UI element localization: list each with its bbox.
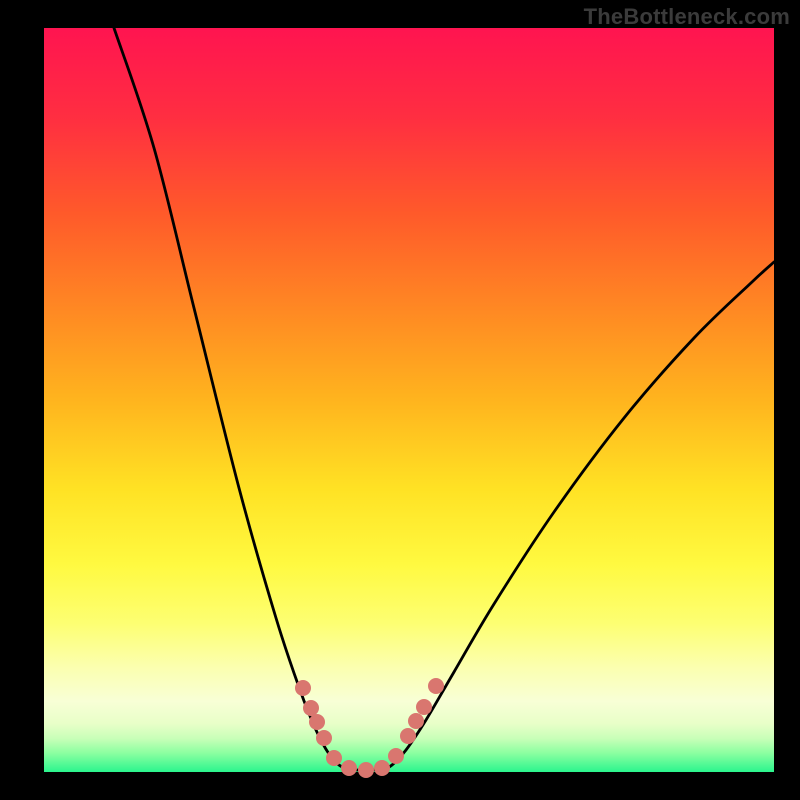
data-marker xyxy=(326,750,342,766)
data-marker xyxy=(428,678,444,694)
data-marker xyxy=(295,680,311,696)
bottleneck-chart xyxy=(0,0,800,800)
chart-container: TheBottleneck.com xyxy=(0,0,800,800)
data-marker xyxy=(309,714,325,730)
data-marker xyxy=(316,730,332,746)
data-marker xyxy=(408,713,424,729)
data-marker xyxy=(388,748,404,764)
data-marker xyxy=(303,700,319,716)
data-marker xyxy=(358,762,374,778)
data-marker xyxy=(341,760,357,776)
data-marker xyxy=(416,699,432,715)
heat-gradient-background xyxy=(44,28,774,772)
data-marker xyxy=(400,728,416,744)
data-marker xyxy=(374,760,390,776)
watermark-text: TheBottleneck.com xyxy=(584,4,790,30)
